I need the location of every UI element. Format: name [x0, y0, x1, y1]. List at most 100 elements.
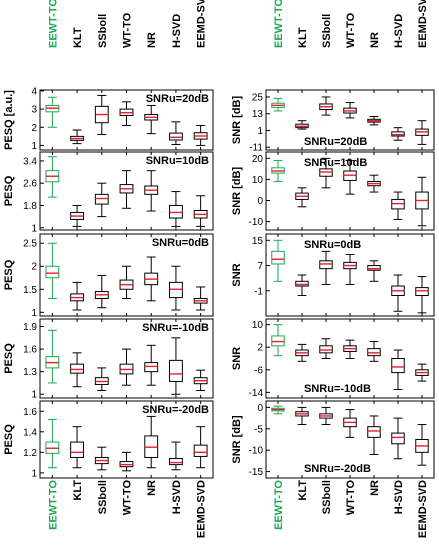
y-axis-label: SNR [dB] — [231, 96, 243, 145]
y-tick-label: 3.4 — [23, 156, 37, 167]
box-plot — [295, 274, 309, 296]
y-tick-label: 1 — [257, 126, 263, 137]
y-axis-label: SNR [dB] — [231, 415, 243, 464]
box-plot — [45, 156, 60, 198]
box-iqr — [144, 362, 159, 373]
box-plot — [319, 250, 333, 285]
box-plot — [119, 348, 134, 386]
box-plot — [295, 343, 309, 362]
box-iqr — [367, 348, 381, 357]
box-plot — [271, 97, 285, 112]
y-tick-label: 25 — [252, 92, 264, 103]
category-label-top: NR — [369, 32, 381, 48]
category-label-bottom: KLT — [297, 480, 309, 501]
y-tick-label: 2.6 — [23, 179, 37, 190]
box-plot — [119, 170, 134, 209]
box-plot — [367, 415, 381, 455]
panel-right-0: -11 1 13 25 SNR [dB] SNRu=20dB — [231, 89, 435, 154]
box-plot — [70, 129, 84, 145]
box-plot — [70, 281, 84, 311]
box-iqr — [45, 265, 60, 279]
y-tick-label: 1 — [31, 223, 37, 234]
y-tick-label: 1.2 — [23, 448, 37, 459]
y-tick-label: -14 — [249, 388, 264, 399]
box-plot — [391, 191, 405, 220]
y-tick-label: 1.4 — [23, 427, 37, 438]
category-label-bottom: EEMD-SVD — [196, 480, 208, 538]
panel-left-0: 1 2 3 4 PESQ [a.u.] SNRu=20dB — [3, 86, 214, 152]
box-iqr — [319, 260, 333, 270]
y-axis-label: SNR — [231, 347, 243, 370]
y-tick-label: 1 — [31, 390, 37, 401]
y-axis-label: PESQ — [3, 259, 15, 290]
box-plot — [70, 204, 84, 227]
box-plot — [94, 367, 109, 391]
box-plot — [271, 239, 285, 282]
y-tick-label: 13 — [252, 109, 264, 120]
y-tick-label: 1.5 — [23, 285, 37, 296]
box-plot — [271, 405, 285, 415]
box-plot — [319, 338, 333, 359]
y-tick-label: -10 — [249, 217, 264, 228]
snr-annotation: SNRu=-10dB — [304, 383, 371, 395]
y-axis-label: SNR — [231, 263, 243, 286]
box-plot — [319, 96, 333, 116]
panel-left-3: 1 1.3 1.6 1.9 PESQ SNRu=-10dB — [3, 318, 214, 401]
box-plot — [193, 426, 208, 469]
box-plot — [367, 260, 381, 282]
snr-annotation: SNRu=20dB — [304, 136, 367, 148]
box-iqr — [391, 432, 405, 445]
category-label-top: H-SVD — [393, 14, 405, 48]
y-axis-label: PESQ — [3, 424, 15, 455]
category-label-top: KLT — [72, 27, 84, 48]
y-tick-label: 20 — [252, 154, 264, 165]
box-plot — [70, 426, 84, 469]
box-plot — [391, 127, 405, 141]
category-label-bottom: EEWT-TO — [47, 480, 59, 530]
box-iqr — [169, 359, 183, 382]
box-iqr — [70, 363, 84, 374]
box-plot — [119, 451, 134, 472]
box-iqr — [169, 132, 183, 141]
panel-right-1: -10 0 10 20 SNR [dB] SNRu=10dB — [231, 151, 435, 231]
box-plot — [193, 369, 208, 391]
category-label-top: WT-TO — [122, 12, 134, 48]
snr-annotation: SNRu=10dB — [304, 157, 367, 169]
y-tick-label: -1 — [254, 286, 263, 297]
category-label-bottom: WT-TO — [122, 480, 134, 516]
category-label-top: EEMD-SVD — [196, 0, 208, 48]
box-plot — [391, 349, 405, 391]
y-tick-label: 0 — [257, 403, 263, 414]
category-label-bottom: H-SVD — [393, 480, 405, 514]
box-plot — [94, 446, 109, 471]
panel-right-4: -15 -10 -5 0 SNR [dB] SNRu=-20dB — [231, 400, 435, 479]
panel-left-4: 1 1.2 1.4 1.6 PESQ SNRu=-20dB — [3, 400, 214, 479]
y-tick-label: 2 — [31, 262, 37, 273]
box-plot — [169, 441, 183, 471]
category-label-top: NR — [146, 32, 158, 48]
y-tick-label: -6 — [254, 365, 263, 376]
box-plot — [45, 418, 60, 469]
y-axis-label: SNR [dB] — [231, 167, 243, 216]
box-plot — [169, 121, 183, 146]
category-label-top: H-SVD — [171, 14, 183, 48]
category-label-top: KLT — [297, 27, 309, 48]
category-label-top: SSboll — [97, 14, 109, 48]
box-iqr — [271, 335, 285, 347]
box-plot — [144, 104, 159, 135]
box-plot — [343, 254, 357, 285]
box-iqr — [295, 280, 309, 287]
y-tick-label: 15 — [252, 236, 264, 247]
y-tick-label: 1.8 — [23, 201, 37, 212]
box-plot — [415, 120, 429, 145]
panel-right-3: -14 -6 2 10 SNR SNRu=-10dB — [231, 318, 435, 399]
y-tick-label: 10 — [252, 175, 264, 186]
box-plot — [271, 324, 285, 357]
box-plot — [193, 195, 208, 227]
y-tick-label: 10 — [252, 320, 264, 331]
panel-right-2: -1 7 15 SNR SNRu=0dB — [231, 233, 435, 317]
box-plot — [319, 406, 333, 426]
box-plot — [144, 415, 159, 469]
snr-annotation: SNRu=-20dB — [142, 404, 209, 416]
box-iqr — [415, 287, 429, 297]
